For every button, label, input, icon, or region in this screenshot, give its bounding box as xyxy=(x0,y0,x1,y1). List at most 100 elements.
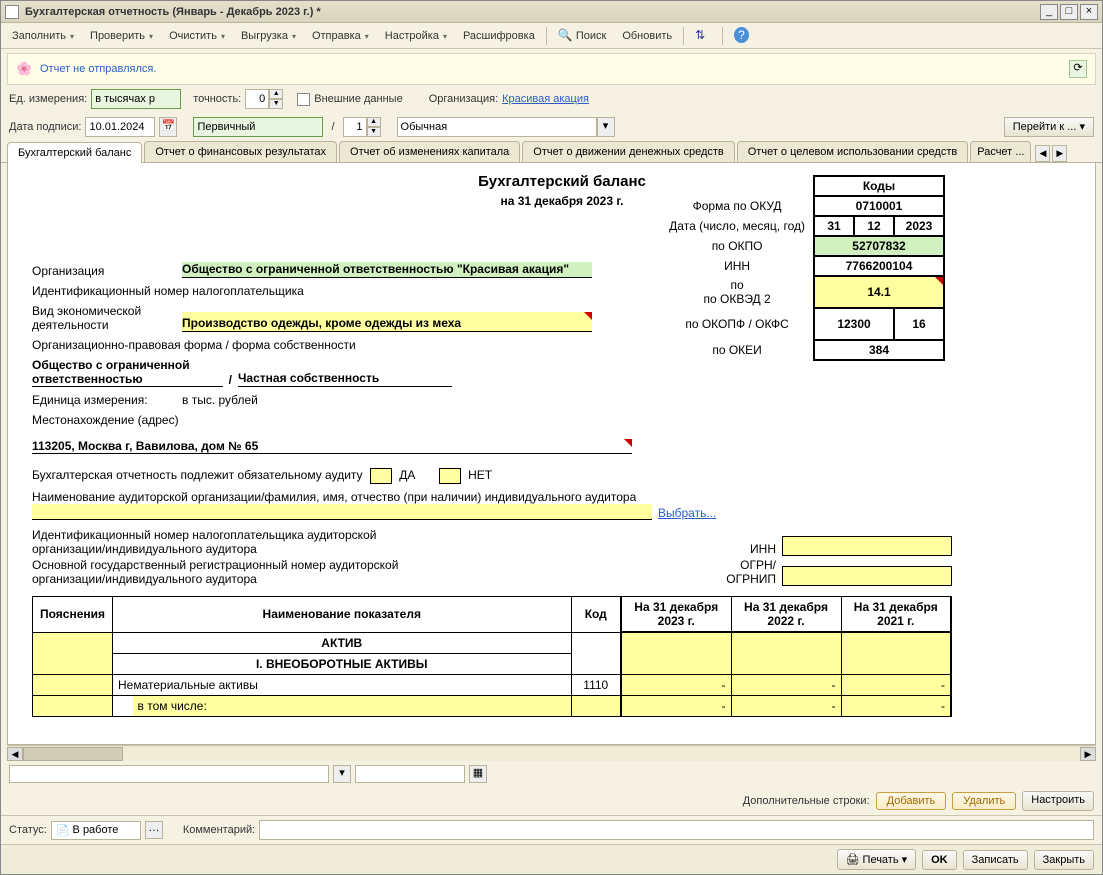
okved-value[interactable]: 14.1 xyxy=(867,285,890,299)
decode-button[interactable]: Расшифровка xyxy=(456,26,542,46)
sign-date-input[interactable] xyxy=(85,117,155,137)
expl-cell-2[interactable] xyxy=(33,674,113,695)
audit-label: Бухгалтерская отчетность подлежит обязат… xyxy=(32,468,363,482)
val-2022-sub[interactable]: - xyxy=(731,695,841,716)
titlebar: Бухгалтерская отчетность (Январь - Декаб… xyxy=(1,1,1102,23)
settings-button[interactable]: Настройка xyxy=(378,26,454,46)
tab-targetuse[interactable]: Отчет о целевом использовании средств xyxy=(737,141,968,162)
row-including[interactable]: в том числе: xyxy=(133,695,572,716)
aud-inn-input[interactable] xyxy=(782,536,952,556)
code-sub[interactable] xyxy=(571,695,621,716)
delete-row-button[interactable]: Удалить xyxy=(952,792,1016,810)
row-input-1[interactable] xyxy=(9,765,329,783)
search-button[interactable]: Поиск xyxy=(551,24,613,48)
additional-rows-bar: Дополнительные строки: Добавить Удалить … xyxy=(1,787,1102,815)
external-checkbox[interactable] xyxy=(297,93,310,106)
tab-calc[interactable]: Расчет ... xyxy=(970,141,1031,162)
precision-input[interactable] xyxy=(245,89,269,109)
okei-label: по ОКЕИ xyxy=(661,340,814,360)
org-link[interactable]: Красивая акация xyxy=(502,93,589,105)
precision-up[interactable]: ▲ xyxy=(269,89,283,99)
row-input-1-dd[interactable]: ▾ xyxy=(333,765,351,783)
row-input-2-calc[interactable]: ▦ xyxy=(469,765,487,783)
okopf-value: 12300 xyxy=(837,317,870,331)
app-icon xyxy=(5,5,19,19)
row-input-2[interactable] xyxy=(355,765,465,783)
send-button[interactable]: Отправка xyxy=(305,26,376,46)
status-value[interactable]: 📄 В работе xyxy=(51,821,141,840)
auditor-input[interactable] xyxy=(32,504,652,520)
primary-select[interactable] xyxy=(193,117,323,137)
configure-rows-button[interactable]: Настроить xyxy=(1022,791,1094,811)
tab-capital[interactable]: Отчет об изменениях капитала xyxy=(339,141,520,162)
select-auditor-link[interactable]: Выбрать... xyxy=(658,506,716,520)
refresh-status-button[interactable]: ⟳ xyxy=(1069,60,1087,78)
codes-header: Коды xyxy=(814,176,944,196)
val-2021-1110[interactable]: - xyxy=(841,674,951,695)
save-button[interactable]: Записать xyxy=(963,850,1028,870)
aktiv-header: АКТИВ xyxy=(113,632,572,653)
ogrn-input[interactable] xyxy=(782,566,952,586)
unit-label: Ед. измерения: xyxy=(9,93,87,105)
comment-input[interactable] xyxy=(259,820,1094,840)
horizontal-scrollbar[interactable]: ◀ ▶ xyxy=(7,745,1096,761)
copies-up[interactable]: ▲ xyxy=(367,117,381,127)
val-2022-sect[interactable] xyxy=(731,632,841,674)
okpo-value[interactable]: 52707832 xyxy=(852,239,905,253)
precision-down[interactable]: ▼ xyxy=(269,99,283,109)
org-label: Организация: xyxy=(429,93,498,105)
scroll-thumb[interactable] xyxy=(23,747,123,761)
val-2023-sub[interactable]: - xyxy=(621,695,731,716)
check-button[interactable]: Проверить xyxy=(83,26,160,46)
unit-select[interactable] xyxy=(91,89,181,109)
okei-value: 384 xyxy=(869,343,889,357)
val-2023-sect[interactable] xyxy=(621,632,731,674)
copies-input[interactable] xyxy=(343,117,367,137)
minimize-button[interactable]: _ xyxy=(1040,4,1058,20)
tab-scroll-left[interactable]: ◀ xyxy=(1035,145,1050,162)
org-full[interactable]: Общество с ограниченной ответственностью… xyxy=(182,262,592,278)
calendar-button[interactable]: 📅 xyxy=(159,117,177,137)
scroll-left[interactable]: ◀ xyxy=(7,747,23,761)
row-nma: Нематериальные активы xyxy=(113,674,572,695)
maximize-button[interactable]: □ xyxy=(1060,4,1078,20)
ogrn-label-1: Основной государственный регистрационный… xyxy=(32,558,722,572)
fill-button[interactable]: Заполнить xyxy=(5,26,81,46)
tab-finresults[interactable]: Отчет о финансовых результатах xyxy=(144,141,337,162)
help-button[interactable] xyxy=(727,24,757,48)
goto-button[interactable]: Перейти к ... ▾ xyxy=(1004,117,1094,137)
val-2021-sub[interactable]: - xyxy=(841,695,951,716)
print-button[interactable]: 🖨Печать ▾ xyxy=(837,849,917,870)
reorder-button[interactable] xyxy=(688,24,718,48)
expl-cell-3[interactable] xyxy=(33,695,113,716)
expl-cell-1[interactable] xyxy=(33,632,113,674)
audit-yes-box[interactable] xyxy=(370,468,392,484)
ogrn-label-2: организации/индивидуального аудитора xyxy=(32,572,722,586)
close-button[interactable]: × xyxy=(1080,4,1098,20)
search-icon xyxy=(558,28,574,44)
tab-scroll-right[interactable]: ▶ xyxy=(1052,145,1067,162)
tab-cashflow[interactable]: Отчет о движении денежных средств xyxy=(522,141,734,162)
scroll-right[interactable]: ▶ xyxy=(1080,747,1096,761)
close-app-button[interactable]: Закрыть xyxy=(1034,850,1094,870)
export-button[interactable]: Выгрузка xyxy=(234,26,303,46)
mode-dropdown[interactable]: ▾ xyxy=(597,117,615,137)
address-value[interactable]: 113205, Москва г, Вавилова, дом № 65 xyxy=(32,439,632,454)
activity-value[interactable]: Производство одежды, кроме одежды из мех… xyxy=(182,312,592,332)
audit-no-box[interactable] xyxy=(439,468,461,484)
ok-button[interactable]: OK xyxy=(922,850,957,870)
val-2022-1110[interactable]: - xyxy=(731,674,841,695)
update-button[interactable]: Обновить xyxy=(615,26,679,46)
tab-balance[interactable]: Бухгалтерский баланс xyxy=(7,142,142,163)
val-2023-1110[interactable]: - xyxy=(621,674,731,695)
okud-value: 0710001 xyxy=(856,199,903,213)
okud-label: Форма по ОКУД xyxy=(661,196,814,216)
ogrn-short: ОГРН/ xyxy=(722,558,776,572)
add-row-button[interactable]: Добавить xyxy=(876,792,947,810)
address-label: Местонахождение (адрес) xyxy=(32,413,952,427)
mode-select[interactable] xyxy=(397,117,597,137)
status-picker[interactable]: … xyxy=(145,821,163,839)
val-2021-sect[interactable] xyxy=(841,632,951,674)
copies-down[interactable]: ▼ xyxy=(367,127,381,137)
clear-button[interactable]: Очистить xyxy=(162,26,232,46)
